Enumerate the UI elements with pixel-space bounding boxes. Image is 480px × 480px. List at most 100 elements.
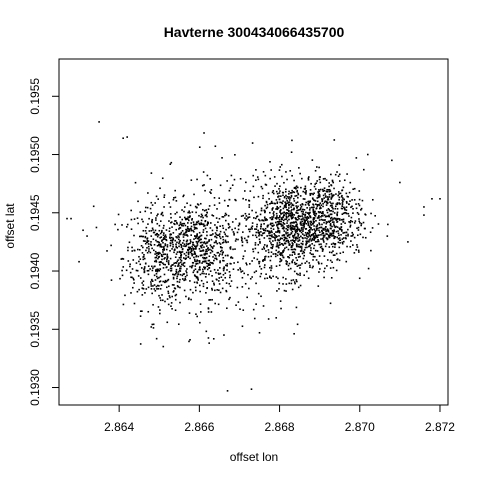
data-point bbox=[256, 225, 258, 228]
data-point bbox=[155, 256, 158, 259]
data-point bbox=[141, 235, 144, 238]
data-point bbox=[208, 240, 210, 242]
data-point bbox=[186, 239, 189, 242]
data-point bbox=[310, 227, 312, 230]
data-point bbox=[158, 276, 160, 279]
data-point bbox=[312, 259, 314, 261]
data-point bbox=[358, 220, 361, 223]
data-point bbox=[329, 302, 332, 305]
data-point bbox=[278, 218, 281, 221]
data-point bbox=[258, 238, 261, 241]
y-tick-label: 0.1950 bbox=[28, 136, 42, 173]
data-point bbox=[297, 273, 299, 276]
data-point bbox=[295, 244, 298, 247]
data-point bbox=[224, 272, 227, 274]
data-point bbox=[205, 250, 207, 253]
data-point bbox=[178, 265, 180, 267]
data-point bbox=[343, 179, 346, 182]
data-point bbox=[175, 262, 178, 264]
data-point bbox=[283, 234, 285, 236]
data-point bbox=[345, 234, 347, 237]
data-point bbox=[324, 226, 327, 228]
data-point bbox=[423, 214, 425, 216]
data-point bbox=[160, 236, 163, 238]
data-point bbox=[183, 232, 185, 235]
data-point bbox=[171, 264, 173, 266]
data-point bbox=[190, 249, 193, 251]
data-point bbox=[336, 203, 339, 206]
data-point bbox=[160, 255, 163, 257]
data-point bbox=[202, 260, 204, 263]
data-point bbox=[362, 236, 364, 239]
data-point bbox=[316, 180, 318, 182]
data-point bbox=[325, 233, 327, 235]
data-point bbox=[318, 178, 321, 181]
data-point bbox=[188, 340, 190, 343]
data-point bbox=[270, 235, 273, 238]
data-point bbox=[173, 197, 175, 199]
data-point bbox=[154, 229, 157, 232]
data-point bbox=[121, 274, 124, 277]
data-point bbox=[331, 219, 334, 221]
data-point bbox=[292, 235, 294, 238]
data-point bbox=[222, 267, 225, 270]
data-point bbox=[190, 227, 192, 230]
data-point bbox=[318, 262, 320, 265]
data-point bbox=[282, 207, 285, 210]
data-point bbox=[148, 248, 150, 250]
data-point bbox=[279, 254, 282, 256]
data-point bbox=[307, 203, 310, 205]
data-point bbox=[184, 224, 187, 227]
data-point bbox=[194, 235, 196, 237]
data-point bbox=[218, 235, 221, 238]
data-point bbox=[280, 209, 282, 211]
data-point bbox=[290, 210, 292, 212]
data-point bbox=[234, 153, 236, 156]
data-point bbox=[315, 227, 318, 230]
data-point bbox=[309, 252, 311, 254]
y-tick-label: 0.1935 bbox=[28, 311, 42, 348]
data-point bbox=[209, 248, 211, 251]
data-point bbox=[313, 244, 316, 247]
data-point bbox=[309, 207, 311, 209]
data-point bbox=[200, 213, 203, 216]
data-point bbox=[304, 262, 307, 264]
data-point bbox=[257, 195, 260, 198]
data-point bbox=[251, 209, 253, 212]
data-point bbox=[142, 284, 145, 286]
data-point bbox=[169, 163, 172, 165]
data-point bbox=[206, 231, 208, 233]
data-point bbox=[284, 242, 287, 245]
data-point bbox=[291, 221, 294, 224]
data-point bbox=[187, 219, 190, 222]
data-point bbox=[207, 247, 209, 249]
data-point bbox=[185, 240, 188, 243]
data-point bbox=[170, 221, 172, 224]
data-point bbox=[225, 289, 227, 292]
data-point bbox=[196, 234, 198, 237]
data-point bbox=[298, 253, 300, 255]
data-point bbox=[163, 196, 166, 198]
data-point bbox=[208, 264, 210, 266]
data-point bbox=[195, 246, 197, 248]
data-point bbox=[106, 250, 108, 252]
data-point bbox=[183, 289, 186, 292]
data-point bbox=[162, 247, 165, 249]
data-point bbox=[331, 194, 333, 197]
data-point bbox=[226, 307, 228, 310]
data-point bbox=[210, 245, 213, 248]
data-point bbox=[155, 337, 158, 340]
data-point bbox=[269, 177, 271, 180]
data-point bbox=[141, 252, 144, 254]
data-point bbox=[281, 175, 283, 178]
data-point bbox=[255, 228, 258, 230]
data-point bbox=[276, 182, 278, 185]
data-point bbox=[159, 264, 161, 266]
data-point bbox=[151, 221, 153, 224]
data-point bbox=[304, 213, 307, 216]
data-point bbox=[176, 236, 178, 239]
data-point bbox=[193, 247, 195, 250]
data-point bbox=[199, 290, 201, 293]
data-point bbox=[155, 239, 157, 242]
